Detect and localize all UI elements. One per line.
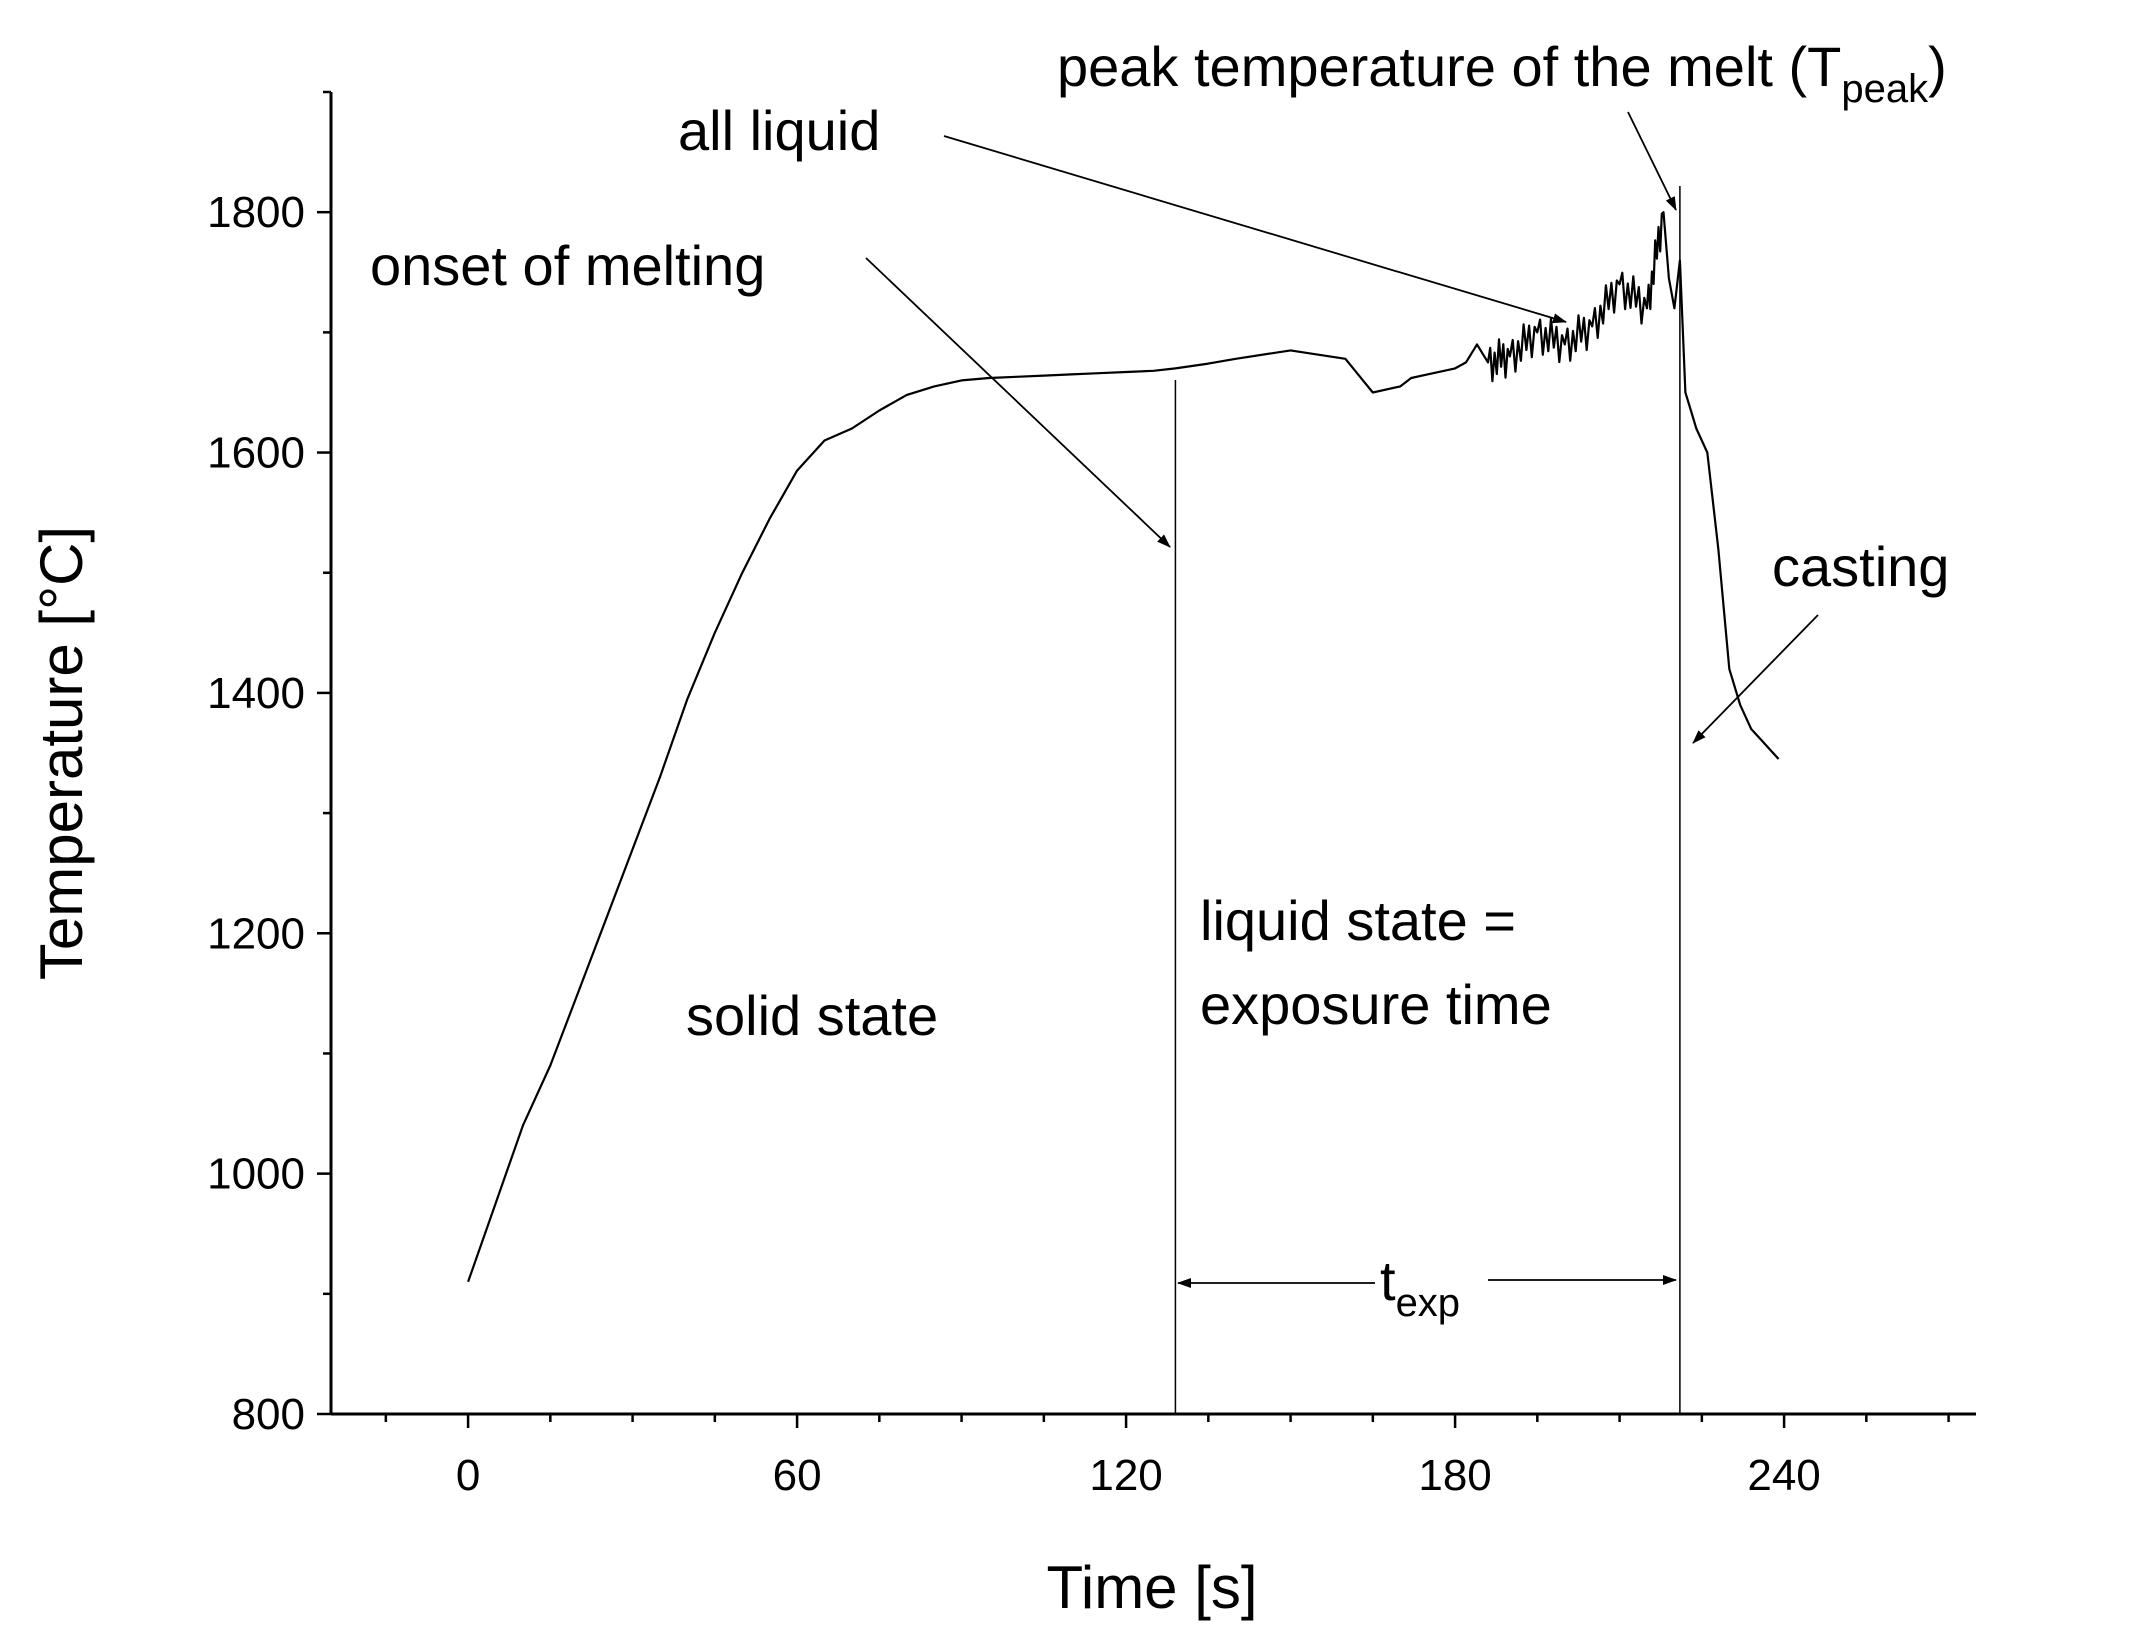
y-tick-label: 1000 bbox=[207, 1150, 305, 1199]
liquid-state-label-line1: liquid state = bbox=[1200, 889, 1516, 952]
y-tick-label: 800 bbox=[232, 1390, 305, 1439]
marker-lines bbox=[1174, 186, 1681, 1414]
y-tick-label: 1200 bbox=[207, 909, 305, 958]
peak-annotation: peak temperature of the melt (Tpeak) bbox=[1057, 35, 1947, 111]
x-tick-label: 60 bbox=[773, 1451, 822, 1500]
casting-annotation: casting bbox=[1772, 535, 1949, 598]
temperature-series-line bbox=[467, 211, 1780, 1283]
x-tick-label: 0 bbox=[456, 1451, 480, 1500]
casting-arrow bbox=[1692, 614, 1819, 744]
x-tick-label: 180 bbox=[1418, 1451, 1491, 1500]
liquid-state-label-line2: exposure time bbox=[1200, 973, 1552, 1036]
y-tick-label: 1800 bbox=[207, 188, 305, 237]
peak-arrow bbox=[1627, 111, 1677, 211]
all-liquid-annotation: all liquid bbox=[678, 99, 880, 162]
texp-label: texp bbox=[1380, 1249, 1460, 1325]
all-liquid-arrow bbox=[943, 135, 1567, 324]
x-axis-ticks: 0 60 120 180 240 bbox=[384, 1414, 1950, 1500]
x-tick-label: 240 bbox=[1747, 1451, 1820, 1500]
y-axis-ticks: 800 1000 1200 1400 1600 1800 bbox=[207, 90, 331, 1439]
onset-annotation: onset of melting bbox=[370, 234, 765, 297]
solid-state-label: solid state bbox=[686, 984, 938, 1047]
x-tick-label: 120 bbox=[1089, 1451, 1162, 1500]
x-axis-title: Time [s] bbox=[1046, 1554, 1257, 1621]
y-axis-title: Temperature [°C] bbox=[28, 526, 95, 980]
y-tick-label: 1400 bbox=[207, 669, 305, 718]
onset-arrow bbox=[865, 257, 1171, 548]
y-tick-label: 1600 bbox=[207, 429, 305, 478]
